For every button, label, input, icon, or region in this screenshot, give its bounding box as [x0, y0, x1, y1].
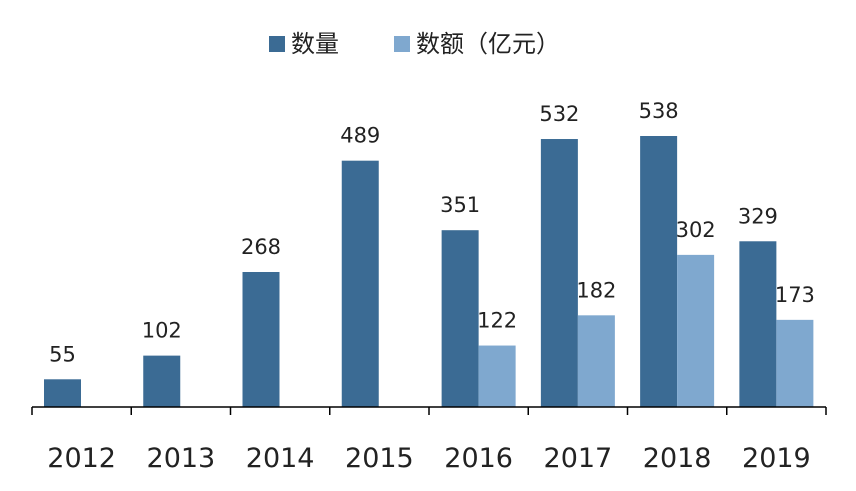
legend: 数量 数额（亿元）	[269, 30, 560, 58]
legend-swatch-count	[269, 36, 285, 52]
bar-amount-2017	[577, 315, 615, 407]
value-label-count-2019: 329	[738, 204, 778, 228]
bars-group	[44, 136, 814, 407]
legend-swatch-amount	[394, 36, 410, 52]
bar-amount-2018	[677, 254, 715, 407]
x-axis: 2012 2013 2014 2015 2016 2017 2018 2019	[31, 406, 827, 474]
bar-count-2018	[640, 136, 678, 407]
value-label-amount-2019: 173	[775, 283, 815, 307]
value-label-count-2013: 102	[142, 319, 182, 343]
value-label-count-2018: 538	[639, 99, 679, 123]
x-tick-label-2016: 2016	[444, 443, 513, 474]
legend-label-amount: 数额（亿元）	[416, 30, 560, 58]
value-label-count-2012: 55	[49, 342, 76, 366]
bar-count-2014	[242, 272, 280, 407]
x-tick-label-2013: 2013	[147, 443, 216, 474]
value-labels-group: 55 102 268 489 351 122 532 182 538 302 329 173	[49, 99, 815, 366]
x-tick-label-2012: 2012	[47, 443, 116, 474]
x-tick-label-2019: 2019	[742, 443, 811, 474]
x-tick-label-2018: 2018	[643, 443, 712, 474]
x-tick-label-2015: 2015	[345, 443, 414, 474]
value-label-amount-2018: 302	[676, 218, 716, 242]
value-label-count-2017: 532	[539, 102, 579, 126]
bar-amount-2019	[776, 319, 814, 407]
value-label-amount-2016: 122	[477, 309, 517, 333]
x-tick-label-2017: 2017	[544, 443, 613, 474]
legend-label-count: 数量	[291, 30, 339, 58]
x-tick-label-2014: 2014	[246, 443, 315, 474]
bar-count-2016	[441, 230, 479, 407]
bar-count-2012	[44, 379, 81, 407]
value-label-count-2016: 351	[440, 193, 480, 217]
bar-count-2015	[341, 160, 379, 407]
value-label-count-2014: 268	[241, 235, 281, 259]
value-label-amount-2017: 182	[576, 278, 616, 302]
bar-count-2017	[540, 139, 578, 407]
bar-amount-2016	[478, 345, 516, 407]
value-label-count-2015: 489	[340, 124, 380, 148]
bar-count-2019	[739, 241, 777, 407]
bar-count-2013	[143, 355, 181, 407]
